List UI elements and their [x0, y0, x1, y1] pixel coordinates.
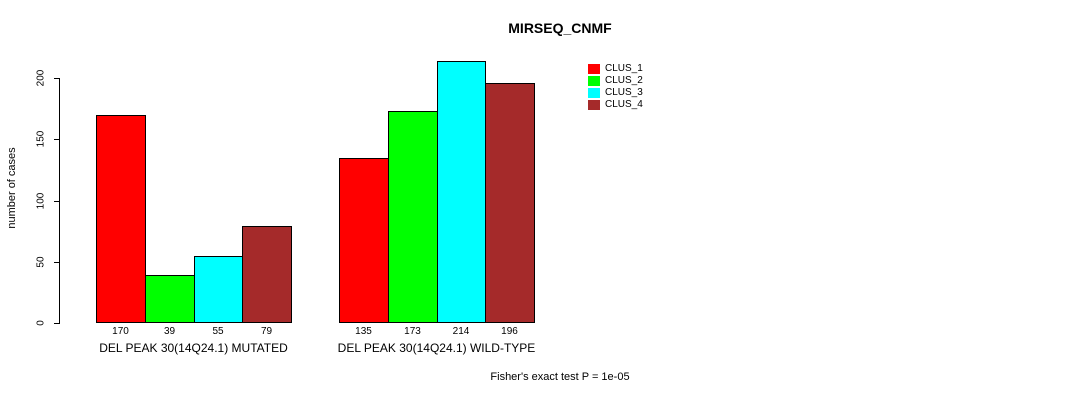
y-axis-tick	[54, 323, 59, 324]
bar-clus_3-group1	[194, 256, 243, 323]
legend-label: CLUS_4	[605, 99, 643, 110]
y-axis-tick-label: 200	[35, 69, 47, 87]
bar-value-label: 214	[452, 326, 470, 337]
y-axis-line	[59, 78, 60, 324]
bar-value-label: 55	[212, 326, 224, 337]
bar-value-label: 173	[404, 326, 421, 337]
y-axis-tick	[54, 139, 59, 140]
legend-swatch-icon	[588, 76, 600, 86]
legend-swatch-icon	[588, 64, 600, 74]
legend-label: CLUS_3	[605, 87, 643, 98]
legend-label: CLUS_1	[605, 63, 643, 74]
legend-item-clus_2: CLUS_2	[588, 75, 643, 87]
category-label: DEL PEAK 30(14Q24.1) WILD-TYPE	[337, 341, 536, 355]
bar-clus_4-group1	[242, 226, 292, 323]
legend-label: CLUS_2	[605, 75, 643, 86]
y-axis-tick-label: 150	[35, 130, 47, 148]
bar-value-label: 39	[163, 326, 176, 337]
chart-title: MIRSEQ_CNMF	[508, 20, 612, 36]
y-axis-tick	[54, 262, 59, 263]
legend-swatch-icon	[588, 88, 600, 98]
bar-value-label: 196	[501, 326, 518, 337]
bar-value-label: 135	[355, 326, 372, 337]
bar-clus_2-group2	[388, 111, 438, 323]
y-axis-tick-label: 100	[35, 192, 47, 210]
bar-value-label: 79	[260, 326, 273, 337]
bar-clus_2-group1	[145, 275, 195, 323]
legend-item-clus_1: CLUS_1	[588, 63, 643, 75]
bar-value-label: 170	[112, 326, 129, 337]
legend-item-clus_4: CLUS_4	[588, 99, 643, 111]
category-label: DEL PEAK 30(14Q24.1) MUTATED	[99, 341, 288, 355]
y-axis-tick	[54, 201, 59, 202]
annotation-fisher-test: Fisher's exact test P = 1e-05	[490, 371, 630, 383]
bar-clus_1-group2	[339, 158, 389, 323]
legend-swatch-icon	[588, 100, 600, 110]
legend: CLUS_1 CLUS_2 CLUS_3 CLUS_4	[588, 63, 643, 111]
legend-item-clus_3: CLUS_3	[588, 87, 643, 99]
y-axis-tick	[54, 78, 59, 79]
bar-clus_4-group2	[485, 83, 535, 323]
bar-clus_3-group2	[437, 61, 486, 323]
y-axis-label: number of cases	[6, 147, 18, 229]
y-axis-tick-label: 0	[35, 320, 47, 326]
y-axis-tick-label: 50	[35, 256, 47, 268]
bar-clus_1-group1	[96, 115, 146, 323]
